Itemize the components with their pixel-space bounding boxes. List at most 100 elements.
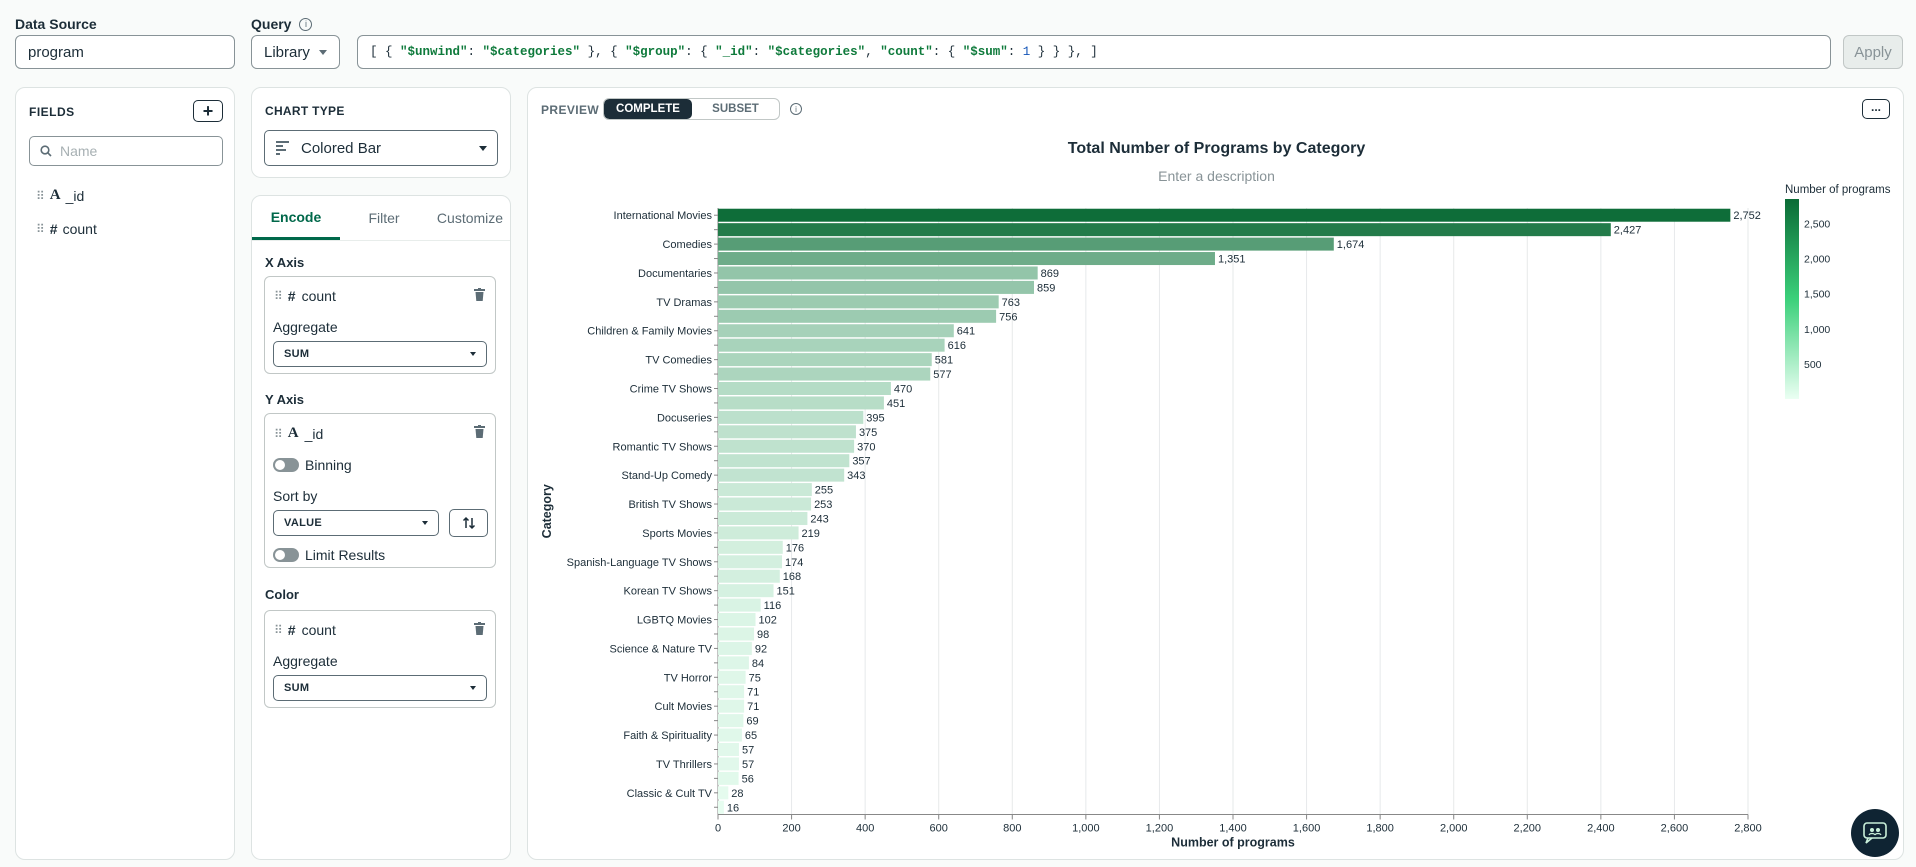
trash-icon[interactable] xyxy=(474,622,485,635)
x-tick-label: 400 xyxy=(856,822,874,834)
tab-filter[interactable]: Filter xyxy=(368,210,400,226)
bar xyxy=(718,483,812,497)
chart-description[interactable]: Enter a description xyxy=(1158,168,1275,184)
bar xyxy=(718,540,783,554)
aggregate-select[interactable]: SUM xyxy=(273,675,487,701)
bar xyxy=(718,223,1611,237)
y-tick-label: British TV Shows xyxy=(628,499,712,511)
aggregate-select[interactable]: SUM xyxy=(273,341,487,367)
y-axis-field[interactable]: ⠿ A _id xyxy=(274,425,323,442)
bar-value-label: 581 xyxy=(935,355,953,367)
drag-handle-icon: ⠿ xyxy=(274,623,283,637)
y-tick-label: Comedies xyxy=(662,239,712,251)
trash-icon[interactable] xyxy=(474,288,485,301)
chat-button[interactable] xyxy=(1851,809,1899,857)
y-tick-label: Korean TV Shows xyxy=(624,586,713,598)
x-tick-label: 200 xyxy=(782,822,800,834)
binning-label: Binning xyxy=(305,457,352,473)
legend-tick-label: 500 xyxy=(1804,359,1822,371)
bar-value-label: 71 xyxy=(747,701,759,713)
bar-value-label: 174 xyxy=(785,557,803,569)
color-card: ⠿ # count Aggregate SUM xyxy=(264,610,496,708)
bar-value-label: 343 xyxy=(847,470,865,482)
sort-by-select[interactable]: VALUE xyxy=(273,510,439,536)
bar-chart-icon xyxy=(276,141,289,155)
query-text: [ { "$unwind": "$categories" }, { "$grou… xyxy=(370,45,1098,59)
bar-value-label: 616 xyxy=(948,340,966,352)
toggle-switch xyxy=(273,548,299,562)
subset-toggle-button[interactable]: SUBSET xyxy=(712,103,759,115)
bar xyxy=(718,439,855,453)
field-name: _id xyxy=(304,425,324,442)
preview-panel: PREVIEW COMPLETE SUBSET i ... Total Numb… xyxy=(527,87,1904,860)
aggregate-label: Aggregate xyxy=(273,653,338,669)
bar-value-label: 75 xyxy=(749,672,761,684)
x-axis-title: X Axis xyxy=(265,255,305,270)
y-tick-label: Cult Movies xyxy=(655,701,713,713)
x-tick-label: 1,600 xyxy=(1293,822,1321,834)
x-tick-label: 1,400 xyxy=(1219,822,1247,834)
aggregate-label: Aggregate xyxy=(273,319,338,335)
y-axis-title: Category xyxy=(540,484,554,538)
bar-value-label: 1,351 xyxy=(1218,254,1246,266)
bar-value-label: 869 xyxy=(1041,268,1059,280)
bar xyxy=(718,266,1038,280)
bar-value-label: 470 xyxy=(894,384,912,396)
bar xyxy=(718,569,780,583)
x-axis-field[interactable]: ⠿ # count xyxy=(274,288,336,304)
chat-icon xyxy=(1863,822,1887,844)
search-icon xyxy=(40,145,52,157)
chart-type-select[interactable]: Colored Bar xyxy=(264,130,498,166)
preview-info-icon[interactable]: i xyxy=(790,103,802,115)
binning-toggle[interactable]: Binning xyxy=(273,457,352,473)
query-editor[interactable]: [ { "$unwind": "$categories" }, { "$grou… xyxy=(357,35,1831,69)
sort-direction-button[interactable] xyxy=(449,509,488,537)
color-field[interactable]: ⠿ # count xyxy=(274,622,336,638)
field-item[interactable]: ⠿ A _id xyxy=(36,187,84,204)
tab-encode[interactable]: Encode xyxy=(252,196,340,240)
bar-value-label: 16 xyxy=(727,802,739,814)
bar xyxy=(718,324,954,338)
chart-type-title: CHART TYPE xyxy=(265,104,345,118)
drag-handle-icon: ⠿ xyxy=(36,188,45,203)
bar-value-label: 255 xyxy=(815,485,833,497)
apply-button[interactable]: Apply xyxy=(1843,35,1903,69)
query-info-icon[interactable]: i xyxy=(299,17,313,31)
bar-value-label: 71 xyxy=(747,687,759,699)
complete-toggle-button[interactable]: COMPLETE xyxy=(604,99,692,119)
bar-value-label: 243 xyxy=(810,513,828,525)
bar-value-label: 641 xyxy=(957,326,975,338)
bar-value-label: 253 xyxy=(814,499,832,511)
string-type-icon: A xyxy=(287,425,299,441)
field-search-placeholder: Name xyxy=(60,143,98,159)
sort-by-value: VALUE xyxy=(284,517,322,529)
y-tick-label: TV Comedies xyxy=(645,355,712,367)
bar-value-label: 756 xyxy=(999,311,1017,323)
bar xyxy=(718,800,724,814)
bar xyxy=(718,367,931,381)
legend-tick-label: 2,500 xyxy=(1804,219,1830,231)
bar xyxy=(718,641,752,655)
bar xyxy=(718,309,997,323)
data-source-input[interactable]: program xyxy=(15,35,235,69)
bar xyxy=(718,280,1034,294)
preview-mode-toggle: COMPLETE SUBSET xyxy=(603,98,780,120)
drag-handle-icon: ⠿ xyxy=(36,222,45,236)
bar-value-label: 98 xyxy=(757,629,769,641)
limit-results-toggle[interactable]: Limit Results xyxy=(273,547,385,563)
bar xyxy=(718,237,1334,251)
tab-customize[interactable]: Customize xyxy=(436,210,504,226)
query-mode-select[interactable]: Library xyxy=(251,35,340,69)
more-options-button[interactable]: ... xyxy=(1862,99,1890,119)
chevron-down-icon xyxy=(422,521,428,525)
fields-panel: FIELDS + Name ⠿ A _id ⠿ # count xyxy=(15,87,235,860)
add-field-button[interactable]: + xyxy=(193,100,223,122)
bar xyxy=(718,396,884,410)
field-item[interactable]: ⠿ # count xyxy=(36,221,97,237)
bar xyxy=(718,338,945,352)
sort-by-label: Sort by xyxy=(273,488,318,504)
chevron-down-icon xyxy=(470,686,476,690)
field-search-input[interactable]: Name xyxy=(29,136,223,166)
trash-icon[interactable] xyxy=(474,425,485,438)
x-tick-label: 1,200 xyxy=(1146,822,1174,834)
